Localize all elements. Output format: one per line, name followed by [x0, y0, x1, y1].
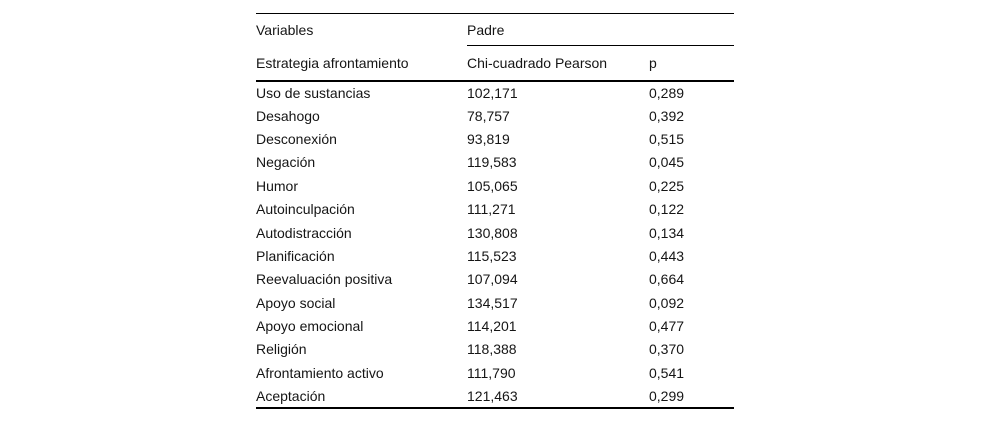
row-label: Planificación — [256, 247, 335, 264]
p-value: 0,370 — [649, 341, 685, 358]
table-row: Religión 118,388 0,370 — [256, 338, 734, 361]
column-header-row: Estrategia afrontamiento Chi-cuadrado Pe… — [256, 45, 735, 82]
p-value: 0,541 — [649, 364, 685, 381]
chi-value: 111,790 — [467, 364, 516, 381]
group-header-padre: Padre — [467, 13, 735, 46]
chi-value: 93,819 — [467, 130, 510, 147]
p-value: 0,225 — [649, 177, 685, 194]
row-label: Apoyo emocional — [256, 318, 364, 335]
chi-column-header: Chi-cuadrado Pearson — [467, 45, 649, 82]
variables-header: Variables — [256, 13, 467, 46]
coping-strategies-table: Variables Padre Estrategia afrontamiento… — [256, 13, 735, 409]
row-label: Autodistracción — [256, 224, 352, 241]
p-value: 0,134 — [649, 224, 685, 241]
table-row: Afrontamiento activo 111,790 0,541 — [256, 361, 734, 384]
chi-value: 111,271 — [467, 201, 516, 218]
chi-value: 78,757 — [467, 107, 510, 124]
row-label: Afrontamiento activo — [256, 364, 384, 381]
table-row: Aceptación 121,463 0,299 — [256, 384, 735, 409]
chi-value: 121,463 — [467, 384, 649, 409]
chi-value: 130,808 — [467, 224, 518, 241]
row-label: Desahogo — [256, 107, 320, 124]
p-value: 0,664 — [649, 271, 685, 288]
table-row: Planificación 115,523 0,443 — [256, 244, 734, 267]
row-label: Desconexión — [256, 130, 337, 147]
p-value: 0,045 — [649, 154, 685, 171]
chi-value: 134,517 — [467, 294, 518, 311]
chi-value: 107,094 — [467, 271, 518, 288]
row-label: Negación — [256, 154, 316, 171]
p-value: 0,443 — [649, 247, 685, 264]
chi-value: 114,201 — [467, 318, 517, 335]
table-row: Autodistracción 130,808 0,134 — [256, 221, 734, 244]
row-label: Religión — [256, 341, 307, 358]
table-body: Uso de sustancias 102,171 0,289 Desahogo… — [256, 81, 735, 409]
table-row: Apoyo social 134,517 0,092 — [256, 291, 734, 314]
group-header-row: Variables Padre — [256, 13, 735, 46]
table-row: Autoinculpación 111,271 0,122 — [256, 197, 734, 220]
row-label: Aceptación — [256, 384, 467, 409]
p-value: 0,122 — [649, 201, 685, 218]
table-header: Variables Padre Estrategia afrontamiento… — [256, 13, 735, 82]
row-label: Humor — [256, 177, 299, 194]
table-row: Desconexión 93,819 0,515 — [256, 127, 734, 150]
row-label: Uso de sustancias — [256, 84, 371, 101]
p-value: 0,515 — [649, 130, 685, 147]
p-value: 0,289 — [649, 84, 685, 101]
chi-value: 102,171 — [467, 84, 518, 101]
table-row: Apoyo emocional 114,201 0,477 — [256, 314, 734, 337]
table-row: Negación 119,583 0,045 — [256, 151, 734, 174]
p-value: 0,299 — [649, 384, 735, 409]
row-label: Apoyo social — [256, 294, 336, 311]
row-label: Autoinculpación — [256, 201, 355, 218]
table-row: Desahogo 78,757 0,392 — [256, 104, 734, 127]
table-row: Reevaluación positiva 107,094 0,664 — [256, 268, 734, 291]
table-row: Uso de sustancias 102,171 0,289 — [256, 81, 734, 104]
table-row: Humor 105,065 0,225 — [256, 174, 734, 197]
row-label: Reevaluación positiva — [256, 271, 393, 288]
p-value: 0,477 — [649, 318, 685, 335]
chi-value: 119,583 — [467, 154, 517, 171]
chi-value: 105,065 — [467, 177, 518, 194]
p-value: 0,392 — [649, 107, 685, 124]
p-value: 0,092 — [649, 294, 685, 311]
chi-value: 118,388 — [467, 341, 517, 358]
strategy-column-header: Estrategia afrontamiento — [256, 45, 467, 82]
p-column-header: p — [649, 45, 735, 82]
chi-value: 115,523 — [467, 247, 517, 264]
